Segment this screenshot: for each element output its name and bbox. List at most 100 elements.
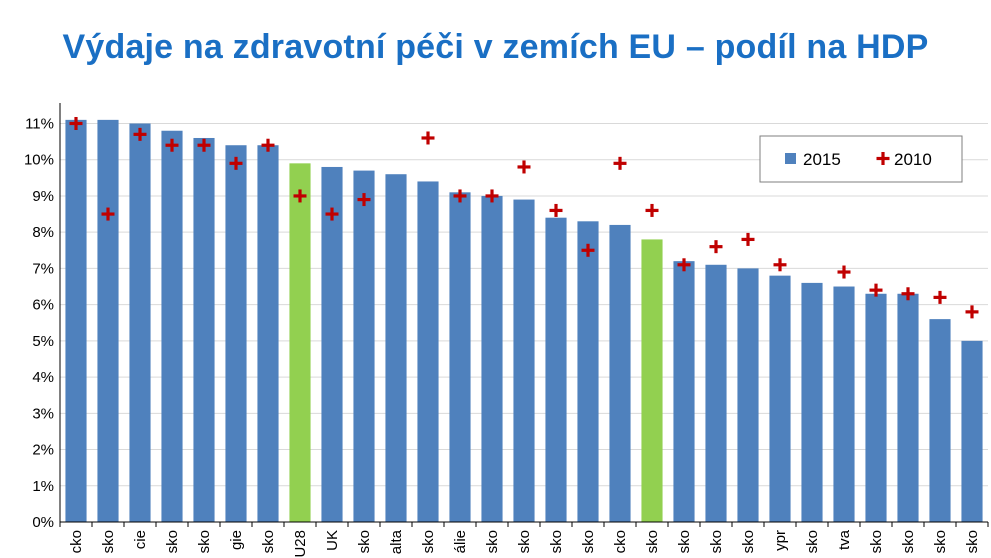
- category-label: sko: [484, 530, 501, 553]
- marker-2010: [778, 258, 782, 272]
- category-label: sko: [196, 530, 213, 553]
- bar-2015: [129, 123, 151, 523]
- marker-2010: [74, 116, 78, 130]
- category-label: sko: [260, 530, 277, 553]
- category-label: sko: [516, 530, 533, 553]
- category-label: sko: [964, 530, 981, 553]
- bar-2015: [897, 293, 919, 522]
- marker-2010: [650, 203, 654, 217]
- bar-2015: [577, 221, 599, 523]
- marker-2010: [746, 232, 750, 246]
- marker-2010: [714, 240, 718, 254]
- bar-2015: [705, 264, 727, 522]
- bar-2015: [353, 170, 375, 523]
- marker-2010: [842, 265, 846, 279]
- marker-2010: [522, 160, 526, 174]
- category-label: sko: [868, 530, 885, 553]
- legend-marker-2010: [881, 152, 885, 165]
- category-label: gie: [228, 530, 245, 550]
- category-label: sko: [580, 530, 597, 553]
- y-tick-label: 0%: [32, 514, 54, 531]
- category-label: sko: [356, 530, 373, 553]
- bar-2015: [769, 275, 791, 522]
- bar-2015: [673, 261, 695, 522]
- marker-2010: [202, 138, 206, 152]
- legend-label-2010: 2010: [894, 150, 932, 169]
- bar-2015: [161, 130, 183, 522]
- bar-2015: [257, 145, 279, 522]
- marker-2010: [874, 283, 878, 297]
- category-label: cie: [132, 530, 149, 549]
- bar-2015: [865, 293, 887, 522]
- y-tick-label: 5%: [32, 333, 54, 350]
- bar-2015: [385, 174, 407, 523]
- category-label: sko: [644, 530, 661, 553]
- marker-2010: [170, 138, 174, 152]
- bar-2015: [449, 192, 471, 522]
- category-label: ypr: [772, 530, 789, 551]
- bar-2015: [641, 239, 663, 522]
- category-label: sko: [676, 530, 693, 553]
- y-tick-label: 9%: [32, 188, 54, 205]
- category-label: sko: [420, 530, 437, 553]
- legend-swatch-2015: [785, 153, 796, 164]
- marker-2010: [106, 207, 110, 221]
- bar-2015: [65, 119, 87, 523]
- category-label: cko: [68, 530, 85, 553]
- marker-2010: [266, 138, 270, 152]
- bar-2015: [417, 181, 439, 522]
- y-tick-label: 10%: [24, 152, 54, 169]
- marker-2010: [970, 305, 974, 319]
- category-label: sko: [708, 530, 725, 553]
- bar-2015: [289, 163, 311, 522]
- marker-2010: [938, 290, 942, 304]
- category-label: sko: [164, 530, 181, 553]
- marker-2010: [682, 258, 686, 272]
- category-label: sko: [932, 530, 949, 553]
- category-label: tva: [836, 529, 853, 550]
- bar-2015: [193, 137, 215, 522]
- category-label: sko: [548, 530, 565, 553]
- marker-2010: [618, 156, 622, 170]
- category-label: sko: [900, 530, 917, 553]
- y-tick-label: 6%: [32, 297, 54, 314]
- category-label: U28: [292, 530, 309, 558]
- marker-2010: [586, 243, 590, 257]
- marker-2010: [458, 189, 462, 203]
- y-tick-label: 7%: [32, 260, 54, 277]
- bar-2015: [97, 119, 119, 523]
- category-label: sko: [804, 530, 821, 553]
- y-tick-label: 2%: [32, 442, 54, 459]
- category-label: álie: [452, 530, 469, 553]
- bar-2015: [833, 286, 855, 522]
- marker-2010: [138, 127, 142, 141]
- y-tick-label: 11%: [25, 115, 54, 132]
- category-label: sko: [100, 530, 117, 553]
- bar-2015: [801, 282, 823, 522]
- y-tick-label: 3%: [32, 405, 54, 422]
- marker-2010: [234, 156, 238, 170]
- bar-2015: [609, 224, 631, 523]
- bar-2015: [513, 199, 535, 522]
- y-tick-label: 8%: [32, 224, 54, 241]
- marker-2010: [362, 193, 366, 207]
- marker-2010: [330, 207, 334, 221]
- category-label: alta: [388, 529, 405, 554]
- bar-2015: [321, 166, 343, 522]
- marker-2010: [906, 287, 910, 301]
- y-tick-label: 1%: [32, 478, 54, 495]
- bar-2015: [929, 319, 951, 522]
- bar-2015: [225, 145, 247, 522]
- bar-2015: [737, 268, 759, 522]
- category-label: cko: [612, 530, 629, 553]
- legend-label-2015: 2015: [803, 150, 841, 169]
- category-label: sko: [740, 530, 757, 553]
- bar-2015: [961, 340, 983, 522]
- marker-2010: [426, 131, 430, 145]
- bar-2015: [545, 217, 567, 522]
- marker-2010: [298, 189, 302, 203]
- category-label: UK: [324, 530, 341, 551]
- y-tick-label: 4%: [32, 369, 54, 386]
- chart-title: Výdaje na zdravotní péči v zemích EU – p…: [62, 28, 929, 66]
